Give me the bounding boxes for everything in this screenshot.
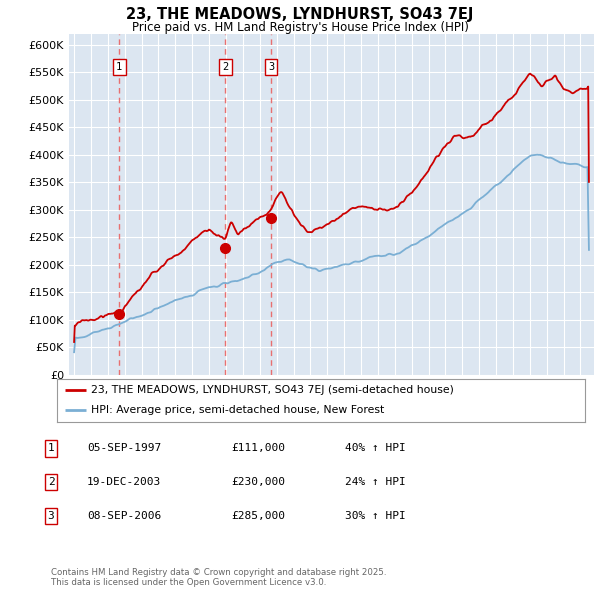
Text: £111,000: £111,000 — [231, 444, 285, 453]
Text: £285,000: £285,000 — [231, 511, 285, 520]
Text: 05-SEP-1997: 05-SEP-1997 — [87, 444, 161, 453]
Text: HPI: Average price, semi-detached house, New Forest: HPI: Average price, semi-detached house,… — [91, 405, 385, 415]
Text: 19-DEC-2003: 19-DEC-2003 — [87, 477, 161, 487]
Text: 2: 2 — [222, 61, 229, 71]
Text: 08-SEP-2006: 08-SEP-2006 — [87, 511, 161, 520]
Text: 24% ↑ HPI: 24% ↑ HPI — [345, 477, 406, 487]
Text: 3: 3 — [268, 61, 274, 71]
Text: 1: 1 — [47, 444, 55, 453]
Text: 2: 2 — [47, 477, 55, 487]
Text: 1: 1 — [116, 61, 122, 71]
Text: 30% ↑ HPI: 30% ↑ HPI — [345, 511, 406, 520]
Text: 40% ↑ HPI: 40% ↑ HPI — [345, 444, 406, 453]
Text: 23, THE MEADOWS, LYNDHURST, SO43 7EJ (semi-detached house): 23, THE MEADOWS, LYNDHURST, SO43 7EJ (se… — [91, 385, 454, 395]
Text: Contains HM Land Registry data © Crown copyright and database right 2025.
This d: Contains HM Land Registry data © Crown c… — [51, 568, 386, 587]
Text: £230,000: £230,000 — [231, 477, 285, 487]
Text: 3: 3 — [47, 511, 55, 520]
Text: Price paid vs. HM Land Registry's House Price Index (HPI): Price paid vs. HM Land Registry's House … — [131, 21, 469, 34]
Text: 23, THE MEADOWS, LYNDHURST, SO43 7EJ: 23, THE MEADOWS, LYNDHURST, SO43 7EJ — [127, 7, 473, 22]
